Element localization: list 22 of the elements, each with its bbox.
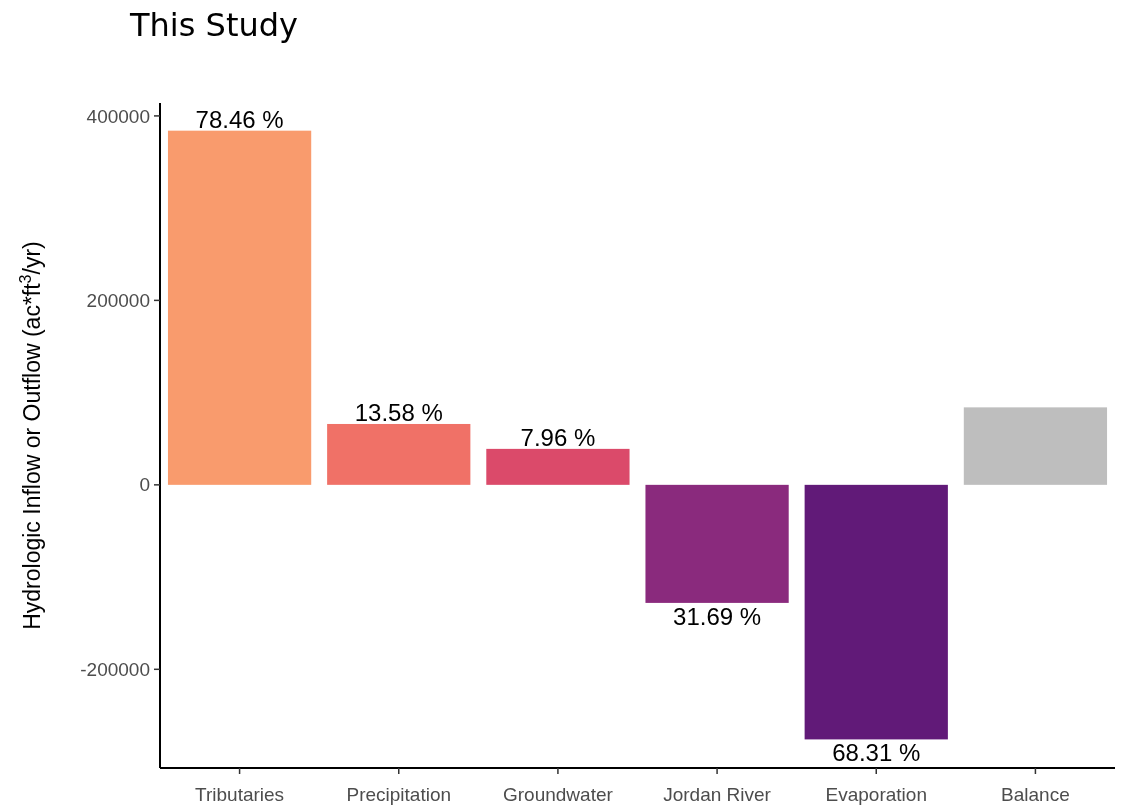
y-tick-label: 0 — [139, 474, 150, 496]
x-tick-label: Jordan River — [663, 784, 772, 805]
bar — [804, 484, 948, 740]
y-tick-label: 200000 — [86, 290, 150, 312]
x-tick-label: Evaporation — [825, 784, 927, 805]
annotation: 13.58 % — [354, 398, 443, 426]
x-tick-label: Groundwater — [502, 784, 614, 805]
y-tick-label: 400000 — [86, 105, 150, 127]
x-tick-label: Tributaries — [195, 784, 285, 805]
annotation: 68.31 % — [832, 739, 921, 767]
bar — [327, 423, 471, 485]
annotation: 31.69 % — [673, 602, 762, 630]
bar — [167, 130, 312, 485]
chart-title: This Study — [129, 6, 298, 44]
x-tick-label: Balance — [1001, 784, 1070, 805]
annotation: 7.96 % — [520, 423, 596, 451]
bar — [486, 448, 630, 485]
bar — [963, 407, 1108, 485]
y-tick-label: -200000 — [80, 658, 150, 680]
x-tick-label: Precipitation — [346, 784, 452, 805]
bar — [645, 484, 789, 603]
annotation: 78.46 % — [195, 105, 284, 133]
